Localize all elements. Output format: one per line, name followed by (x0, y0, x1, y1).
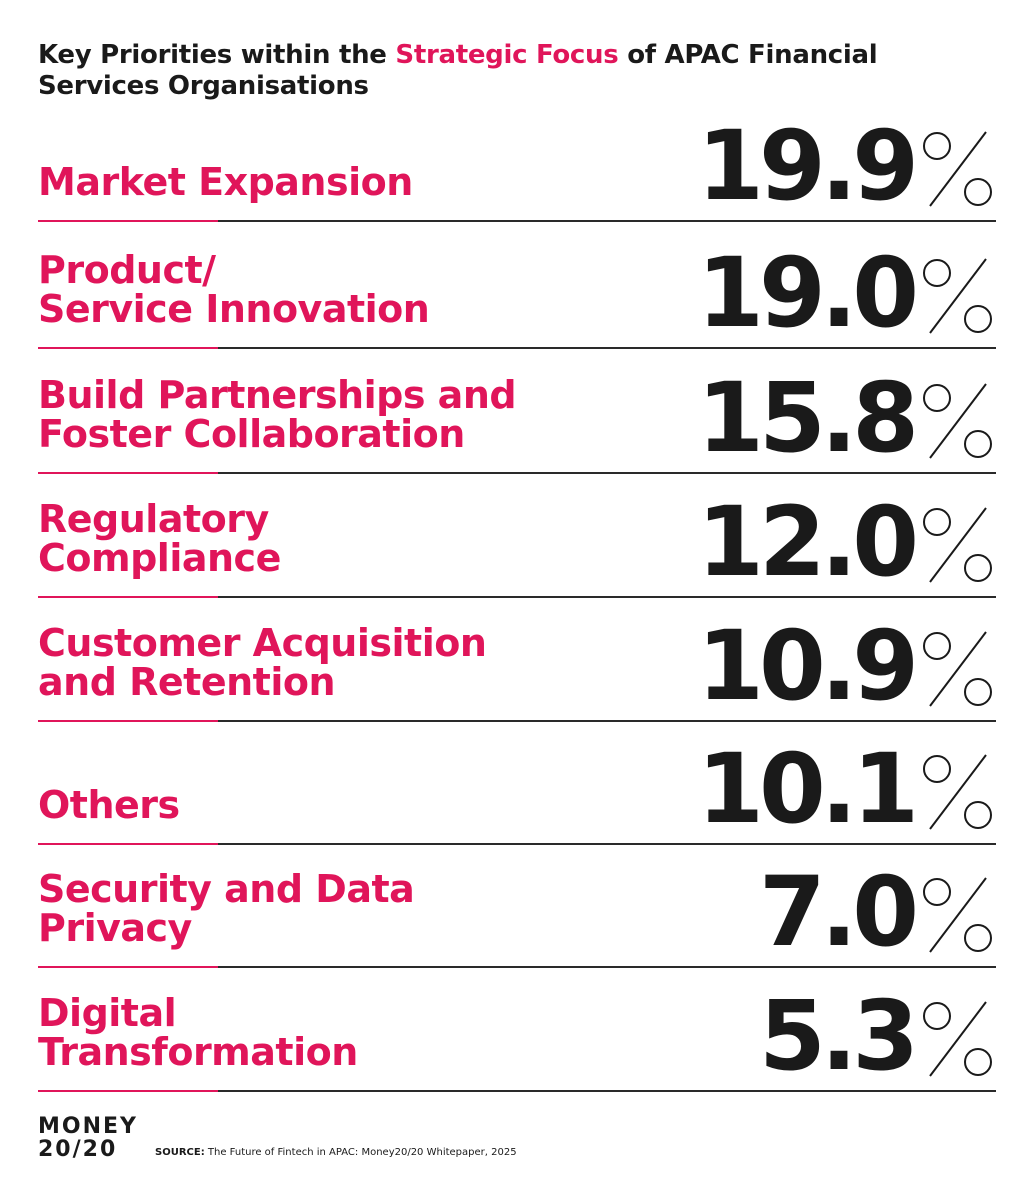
priority-value: 15.8 (697, 362, 919, 474)
source-text: The Future of Fintech in APAC: Money20/2… (204, 1147, 517, 1158)
title-part-1: Key Priorities within the (38, 40, 396, 70)
priority-label: Regulatory Compliance (38, 497, 281, 580)
priority-row: Others 10.1 (38, 722, 996, 845)
priority-row: Product/ Service Innovation 19.0 (38, 222, 996, 349)
priority-label: Build Partnerships and Foster Collaborat… (38, 373, 517, 456)
priority-label: Market Expansion (38, 160, 413, 204)
percent-icon (923, 1001, 992, 1077)
title-part-2: of APAC Financial Services Organisations (38, 40, 878, 101)
percent-icon (923, 258, 992, 334)
source-note: SOURCE: The Future of Fintech in APAC: M… (155, 1147, 517, 1158)
priority-value: 7.0 (758, 856, 919, 968)
priority-row: Build Partnerships and Foster Collaborat… (38, 349, 996, 474)
row-accent-rule (38, 596, 218, 598)
row-accent-rule (38, 472, 218, 474)
percent-icon (923, 383, 992, 459)
row-accent-rule (38, 1090, 218, 1092)
percent-icon (923, 131, 992, 207)
row-accent-rule (38, 966, 218, 968)
row-accent-rule (38, 843, 218, 845)
priority-row: Market Expansion 19.9 (38, 110, 996, 222)
priority-row: Regulatory Compliance 12.0 (38, 474, 996, 598)
chart-title: Key Priorities within the Strategic Focu… (38, 40, 998, 102)
priority-value: 5.3 (758, 980, 919, 1092)
source-label: SOURCE: (155, 1147, 205, 1158)
priority-label: Others (38, 783, 180, 827)
row-accent-rule (38, 220, 218, 222)
logo-line-2: 20/20 (38, 1137, 118, 1162)
priority-value: 12.0 (697, 486, 919, 598)
priority-label: Security and Data Privacy (38, 867, 415, 950)
percent-icon (923, 507, 992, 583)
priority-row: Customer Acquisition and Retention 10.9 (38, 598, 996, 722)
priority-value: 10.9 (697, 610, 919, 722)
percent-icon (923, 877, 992, 953)
priority-label: Product/ Service Innovation (38, 248, 430, 331)
logo-line-1: MONEY (38, 1114, 138, 1139)
priority-value: 19.9 (697, 110, 919, 222)
priority-label: Customer Acquisition and Retention (38, 621, 487, 704)
percent-icon (923, 754, 992, 830)
priority-value: 10.1 (697, 733, 919, 845)
percent-icon (923, 631, 992, 707)
priority-label: Digital Transformation (38, 991, 358, 1074)
priority-row: Security and Data Privacy 7.0 (38, 845, 996, 968)
row-accent-rule (38, 720, 218, 722)
priority-row: Digital Transformation 5.3 (38, 968, 996, 1092)
title-accent: Strategic Focus (395, 40, 619, 70)
money2020-logo: MONEY 20/20 (38, 1115, 138, 1161)
priority-value: 19.0 (697, 237, 919, 349)
row-accent-rule (38, 347, 218, 349)
